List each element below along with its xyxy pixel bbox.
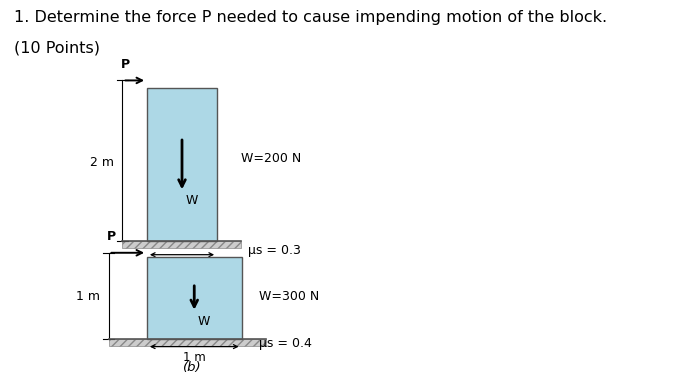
Bar [108,339,266,346]
Text: P: P [121,58,130,71]
Text: 2 m: 2 m [90,156,113,169]
Text: W=300 N: W=300 N [259,290,319,303]
Text: (10 Points): (10 Points) [14,40,100,55]
Text: W: W [197,314,210,327]
Text: W: W [186,194,198,207]
Text: μs = 0.3: μs = 0.3 [248,244,302,257]
Text: μs = 0.4: μs = 0.4 [259,337,312,350]
Text: 1 m: 1 m [171,259,193,272]
Text: (a): (a) [176,273,195,286]
Text: W=200 N: W=200 N [241,152,302,165]
Text: P: P [107,230,116,243]
Text: 1 m: 1 m [76,290,99,303]
Bar [147,257,242,339]
Bar [122,241,241,248]
Text: (b): (b) [183,361,202,374]
Bar [147,88,217,241]
Text: 1. Determine the force P needed to cause impending motion of the block.: 1. Determine the force P needed to cause… [14,10,607,25]
Text: 1 m: 1 m [183,351,206,364]
